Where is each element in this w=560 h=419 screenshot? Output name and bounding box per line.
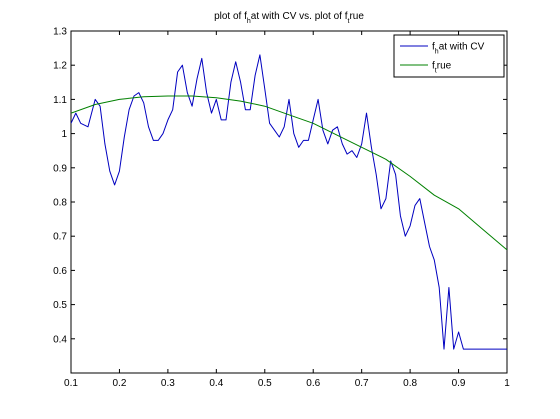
text-part: at with CV [439, 42, 485, 53]
text-part: rue [349, 11, 364, 22]
legend-entry-label: fhat with CV [432, 42, 485, 56]
chart-title: plot of fhat with CV vs. plot of ftrue [214, 11, 364, 25]
y-tick-label: 1.3 [53, 27, 67, 38]
text-part: f [432, 61, 435, 72]
x-tick-label: 0.7 [355, 378, 369, 389]
x-tick-label: 0.6 [306, 378, 320, 389]
x-tick-label: 0.9 [452, 378, 466, 389]
legend-entry-label: ftrue [432, 61, 452, 75]
text-part: plot of f [214, 11, 247, 22]
subscript: t [435, 67, 437, 74]
subscript: h [247, 18, 251, 25]
axes-box [70, 30, 508, 374]
plot-area: 0.1 0.2 0.3 0.4 0.5 0.6 0.7 0.8 0.9 1 0.4 0.5 0.6 0.7… [53, 27, 510, 390]
y-tick-label: 0.7 [53, 232, 67, 243]
text-part: at with CV vs. plot of f [251, 11, 348, 22]
y-tick-label: 1.1 [53, 95, 67, 106]
y-tick-label: 0.5 [53, 300, 67, 311]
x-tick-label: 0.4 [209, 378, 223, 389]
series-line-f-hat-cv [71, 54, 507, 350]
x-tick-label: 0.8 [403, 378, 417, 389]
x-tick-label: 0.2 [112, 378, 126, 389]
y-tick-label: 0.8 [53, 198, 67, 209]
y-tick-label: 1.2 [53, 61, 67, 72]
y-tick-label: 0.4 [53, 334, 67, 345]
subscript: t [348, 18, 350, 25]
legend-box [393, 34, 505, 78]
subscript: h [435, 48, 439, 55]
y-tick-label: 0.6 [53, 266, 67, 277]
x-tick-label: 0.5 [258, 378, 272, 389]
x-tick-label: 0.3 [161, 378, 175, 389]
x-tick-label: 1 [504, 378, 510, 389]
x-tick-label: 0.1 [64, 378, 78, 389]
y-tick-label: 0.9 [53, 163, 67, 174]
series-line-f-true [71, 95, 507, 251]
text-part: rue [437, 61, 452, 72]
text-part: f [432, 42, 435, 53]
y-tick-label: 1 [61, 129, 67, 140]
